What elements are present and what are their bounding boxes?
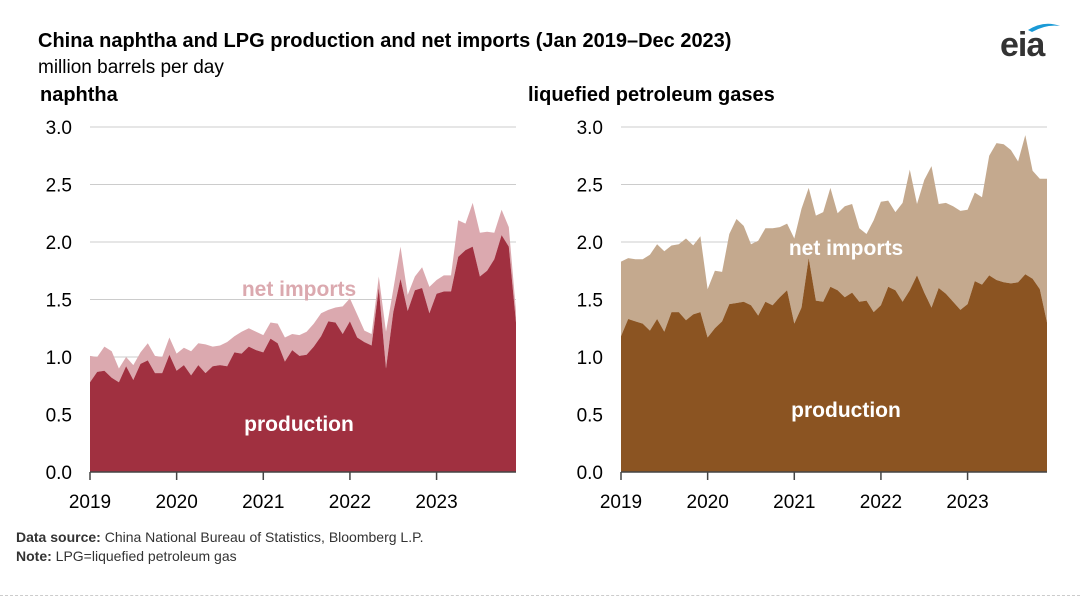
naphtha-panel-title: naphtha (40, 84, 119, 106)
naphtha-y-tick-label: 2.0 (46, 233, 72, 254)
data-source-label: Data source: (16, 529, 101, 545)
chart-units: million barrels per day (38, 57, 224, 78)
naphtha-x-tick-label: 2020 (156, 492, 198, 513)
lpg-y-tick-label: 1.5 (577, 291, 603, 312)
naphtha-y-tick-label: 1.0 (46, 348, 72, 369)
naphtha-net-imports-label: net imports (242, 278, 356, 301)
lpg-y-tick-label: 1.0 (577, 348, 603, 369)
lpg-y-tick-label: 0.0 (577, 463, 603, 484)
lpg-x-tick-label: 2023 (946, 492, 988, 513)
naphtha-y-tick-label: 3.0 (46, 118, 72, 139)
charts-canvas: naphtha 0.0 0.5 1.0 1.5 2.0 2.5 3.0 2019 2020 2021… (40, 84, 1047, 513)
naphtha-net-imports-area (90, 202, 516, 383)
eia-logo-swoosh-icon (1028, 23, 1060, 32)
naphtha-x-tick-label: 2023 (415, 492, 457, 513)
naphtha-y-tick-label: 2.5 (46, 176, 72, 197)
lpg-x-tick-label: 2021 (773, 492, 815, 513)
data-source-line: Data source: China National Bureau of St… (16, 528, 424, 547)
lpg-y-tick-label: 2.0 (577, 233, 603, 254)
naphtha-y-tick-label: 0.5 (46, 406, 72, 427)
naphtha-x-tick-label: 2022 (329, 492, 371, 513)
chart-title: China naphtha and LPG production and net… (38, 30, 732, 52)
note-line: Note: LPG=liquefied petroleum gas (16, 547, 424, 566)
lpg-y-tick-label: 0.5 (577, 406, 603, 427)
lpg-production-label: production (791, 399, 901, 422)
note-text: LPG=liquefied petroleum gas (51, 548, 237, 564)
lpg-x-tick-label: 2022 (860, 492, 902, 513)
lpg-x-tick-label: 2020 (687, 492, 729, 513)
lpg-production-area (621, 258, 1047, 472)
lpg-x-tick-label: 2019 (600, 492, 642, 513)
naphtha-y-tick-label: 0.0 (46, 463, 72, 484)
naphtha-y-tick-label: 1.5 (46, 291, 72, 312)
eia-logo: eia (1000, 18, 1064, 66)
eia-logo-text: eia (1000, 26, 1045, 64)
naphtha-production-area (90, 235, 516, 472)
note-label: Note: (16, 548, 52, 564)
naphtha-x-tick-label: 2021 (242, 492, 284, 513)
footer-divider (0, 595, 1080, 596)
naphtha-chart: naphtha 0.0 0.5 1.0 1.5 2.0 2.5 3.0 2019 2020 2021… (40, 84, 516, 513)
lpg-net-imports-label: net imports (789, 237, 903, 260)
chart-notes: Data source: China National Bureau of St… (16, 528, 424, 566)
naphtha-x-tick-label: 2019 (69, 492, 111, 513)
lpg-panel-title: liquefied petroleum gases (528, 84, 775, 106)
data-source-text: China National Bureau of Statistics, Blo… (100, 529, 424, 545)
lpg-y-tick-label: 3.0 (577, 118, 603, 139)
lpg-y-tick-label: 2.5 (577, 176, 603, 197)
lpg-net-imports-area (621, 135, 1047, 338)
lpg-chart: liquefied petroleum gases 0.0 0.5 1.0 1.5 2.0… (528, 84, 1047, 513)
naphtha-production-label: production (244, 413, 354, 436)
